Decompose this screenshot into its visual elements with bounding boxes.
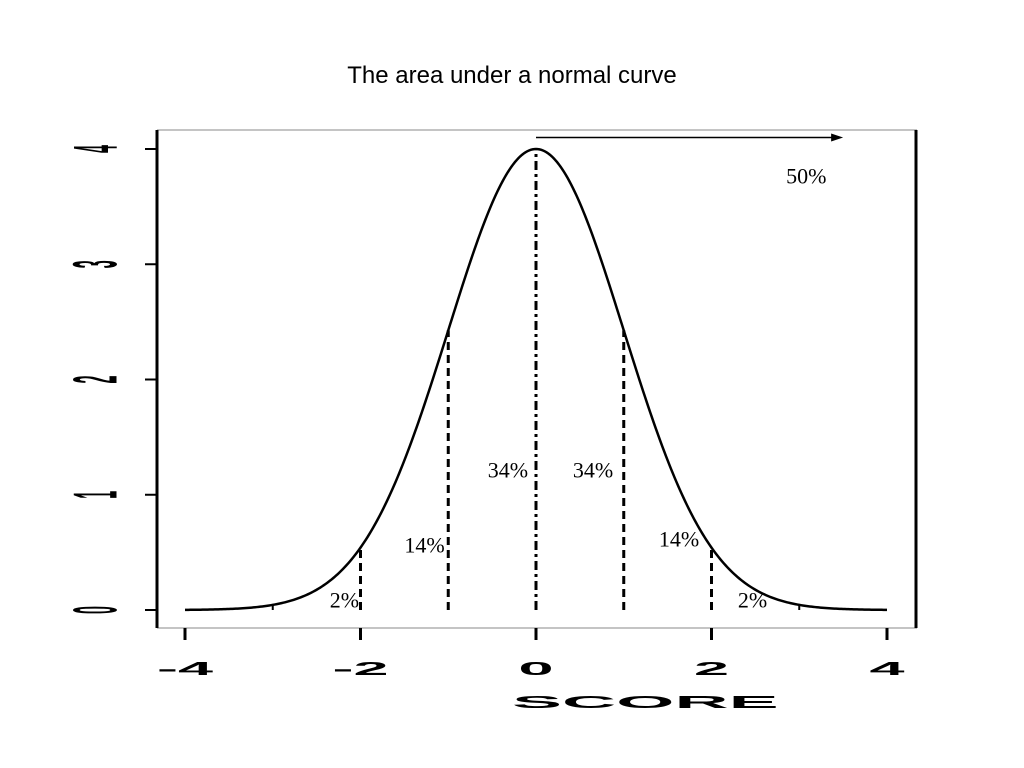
percent-label: 14% bbox=[659, 527, 699, 552]
x-tick-label: -2 bbox=[332, 659, 388, 679]
x-tick-label: 0 bbox=[518, 659, 553, 679]
chart-title: The area under a normal curve bbox=[347, 62, 677, 89]
x-axis-label: SCORE bbox=[512, 692, 779, 712]
y-tick-label: 4 bbox=[60, 145, 130, 153]
arrow-head bbox=[831, 133, 844, 142]
percent-label: 50% bbox=[786, 164, 826, 189]
normal-curve bbox=[184, 147, 888, 612]
x-tick-label: 4 bbox=[869, 659, 904, 679]
y-tick-label: 2 bbox=[60, 376, 130, 384]
percent-label: 14% bbox=[404, 532, 444, 557]
y-tick-label: 3 bbox=[60, 260, 130, 268]
percent-label: 2% bbox=[738, 588, 767, 613]
percent-label: 34% bbox=[573, 457, 613, 482]
x-tick-label: 2 bbox=[694, 659, 729, 679]
x-tick-label: -4 bbox=[157, 659, 213, 679]
y-tick-label: 0 bbox=[60, 606, 130, 614]
percent-label: 34% bbox=[488, 457, 528, 482]
y-tick-label: 1 bbox=[60, 491, 130, 499]
percent-label: 2% bbox=[330, 588, 359, 613]
